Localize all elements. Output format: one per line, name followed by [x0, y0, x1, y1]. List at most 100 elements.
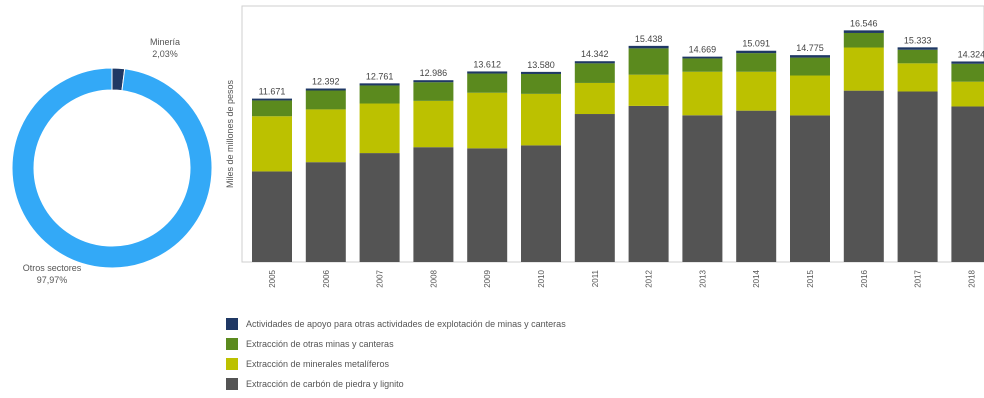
bar-segment-carbon-2010	[521, 145, 561, 262]
bar-total-label: 14.342	[581, 49, 609, 59]
bar-segment-otras_minas-2005	[252, 100, 292, 117]
bar-segment-otras_minas-2015	[790, 57, 830, 76]
bar-total-label: 11.671	[259, 87, 286, 97]
x-tick-label: 2007	[376, 269, 385, 287]
legend-swatch	[226, 358, 238, 370]
bar-segment-carbon-2017	[897, 91, 938, 262]
bar-segment-metaliferos-2009	[467, 92, 508, 149]
bar-segment-otras_minas-2013	[682, 58, 723, 72]
bar-segment-carbon-2008	[413, 147, 454, 262]
x-tick-label: 2011	[591, 269, 600, 287]
bar-segment-apoyo-2009	[467, 71, 508, 74]
bar-svg: Miles de millones de pesos 11.671 2005 12.3…	[225, 5, 984, 288]
bar-segment-metaliferos-2017	[897, 63, 938, 92]
bar-segment-apoyo-2013	[682, 56, 723, 59]
donut-slice-otros-sectores	[11, 67, 213, 269]
bar-segment-carbon-2014	[736, 110, 777, 262]
bar-total-label: 14.669	[689, 45, 717, 55]
bar-segment-otras_minas-2009	[467, 73, 508, 93]
bar-segment-carbon-2005	[252, 171, 292, 262]
x-tick-label: 2013	[698, 269, 707, 287]
legend-label: Extracción de carbón de piedra y lignito	[246, 379, 404, 389]
bar-segment-otras_minas-2011	[574, 63, 615, 83]
bar-segment-apoyo-2010	[521, 71, 561, 74]
bar-segment-apoyo-2016	[843, 30, 884, 33]
bar-segment-metaliferos-2005	[252, 116, 292, 172]
x-tick-label: 2015	[806, 269, 815, 287]
bar-total-label: 13.580	[527, 60, 555, 70]
bar-total-label: 15.091	[742, 39, 770, 49]
bar-total-label: 12.986	[420, 68, 448, 78]
bar-segment-otras_minas-2006	[305, 90, 346, 110]
bar-total-label: 15.333	[904, 35, 932, 45]
chart-legend: Actividades de apoyo para otras activida…	[226, 318, 566, 398]
x-tick-label: 2008	[429, 269, 438, 287]
legend-swatch	[226, 338, 238, 350]
bar-segment-metaliferos-2008	[413, 100, 454, 148]
x-tick-label: 2006	[322, 269, 331, 287]
bar-segment-carbon-2011	[574, 114, 615, 263]
bar-total-label: 12.761	[366, 71, 394, 81]
bar-total-label: 15.438	[635, 34, 663, 44]
donut-chart: Minería 2,03% Otros sectores 97,97%	[0, 0, 230, 300]
bar-segment-apoyo-2011	[574, 61, 615, 64]
bar-segment-otras_minas-2014	[736, 53, 777, 72]
bar-segment-apoyo-2007	[359, 83, 400, 86]
bar-total-label: 14.324	[958, 49, 984, 59]
bar-segment-carbon-2016	[843, 90, 884, 262]
bar-segment-carbon-2006	[305, 162, 346, 262]
legend-label: Extracción de minerales metalíferos	[246, 359, 390, 369]
bar-segment-apoyo-2015	[790, 55, 830, 58]
donut-label-value: 97,97%	[37, 275, 68, 285]
bar-segment-otras_minas-2007	[359, 85, 400, 104]
legend-item: Extracción de otras minas y canteras	[226, 338, 566, 350]
bar-segment-metaliferos-2010	[521, 93, 561, 146]
bar-segment-apoyo-2018	[951, 61, 984, 64]
bar-segment-metaliferos-2013	[682, 71, 723, 116]
bar-segment-apoyo-2008	[413, 80, 454, 83]
donut-label-value: 2,03%	[152, 49, 178, 59]
legend-swatch	[226, 378, 238, 390]
bar-total-label: 12.392	[312, 77, 340, 87]
legend-swatch	[226, 318, 238, 330]
bar-segment-carbon-2013	[682, 115, 723, 262]
donut-label-name: Minería	[150, 37, 180, 47]
y-axis-label: Miles de millones de pesos	[225, 79, 235, 188]
x-tick-label: 2010	[537, 269, 546, 287]
x-tick-label: 2014	[752, 269, 761, 287]
bar-segment-carbon-2012	[628, 105, 669, 263]
bar-segment-carbon-2018	[951, 106, 984, 263]
bar-segment-apoyo-2017	[897, 47, 938, 50]
donut-svg: Minería 2,03% Otros sectores 97,97%	[11, 37, 213, 285]
bar-segment-metaliferos-2016	[843, 47, 884, 91]
x-tick-label: 2009	[483, 269, 492, 287]
bar-segment-metaliferos-2018	[951, 81, 984, 107]
legend-item: Extracción de carbón de piedra y lignito	[226, 378, 566, 390]
legend-item: Actividades de apoyo para otras activida…	[226, 318, 566, 330]
bar-total-label: 16.546	[850, 18, 878, 28]
bar-segment-apoyo-2014	[736, 50, 777, 54]
bar-segment-otras_minas-2018	[951, 63, 984, 82]
bar-segment-apoyo-2005	[252, 98, 292, 101]
bar-segment-carbon-2015	[790, 115, 830, 262]
x-tick-label: 2012	[645, 269, 654, 287]
bar-segment-carbon-2009	[467, 148, 508, 262]
bar-segment-metaliferos-2007	[359, 103, 400, 154]
bar-segment-metaliferos-2015	[790, 75, 830, 116]
bar-segment-apoyo-2012	[628, 45, 669, 49]
legend-item: Extracción de minerales metalíferos	[226, 358, 566, 370]
legend-label: Actividades de apoyo para otras activida…	[246, 319, 566, 329]
bar-segment-apoyo-2006	[305, 88, 346, 91]
bar-segment-otras_minas-2016	[843, 32, 884, 48]
legend-label: Extracción de otras minas y canteras	[246, 339, 394, 349]
bar-segment-metaliferos-2011	[574, 82, 615, 115]
bar-segment-carbon-2007	[359, 153, 400, 262]
bar-segment-metaliferos-2012	[628, 74, 669, 106]
bar-segment-otras_minas-2012	[628, 48, 669, 75]
x-tick-label: 2017	[914, 269, 923, 287]
x-tick-label: 2016	[860, 269, 869, 287]
bar-total-label: 13.612	[473, 59, 501, 69]
bar-segment-otras_minas-2017	[897, 49, 938, 64]
bar-segment-metaliferos-2006	[305, 109, 346, 163]
bar-total-label: 14.775	[796, 43, 824, 53]
